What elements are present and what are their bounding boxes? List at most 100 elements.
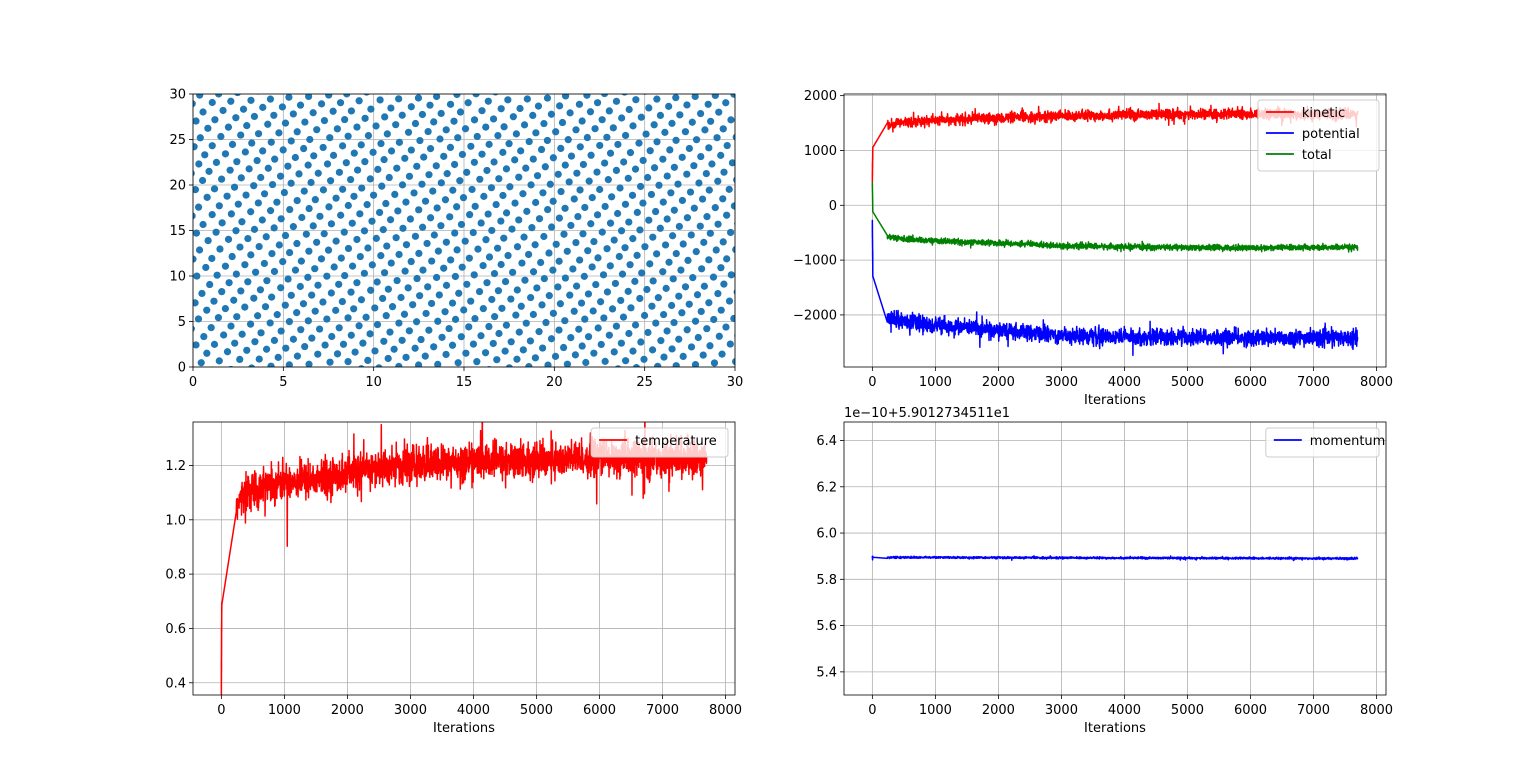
scatter-point	[672, 94, 680, 102]
scatter-point	[725, 297, 734, 305]
scatter-point	[552, 240, 560, 248]
scatter-point	[239, 105, 248, 113]
scatter-point	[355, 97, 363, 105]
scatter-point	[555, 257, 563, 265]
scatter-point	[631, 277, 639, 285]
scatter-point	[411, 344, 419, 352]
scatter-point	[261, 303, 270, 311]
scatter-point	[413, 274, 421, 283]
scatter-point	[372, 234, 380, 242]
scatter-point	[727, 116, 735, 124]
scatter-point	[372, 122, 380, 130]
scatter-point	[463, 168, 471, 176]
scatter-point	[485, 253, 494, 261]
x-axis-label: Iterations	[433, 721, 495, 736]
scatter-point	[242, 191, 250, 199]
scatter-point	[494, 131, 502, 140]
scatter-point	[694, 333, 702, 342]
x-axis-label: Iterations	[1084, 393, 1146, 408]
scatter-point	[221, 262, 230, 270]
scatter-point	[428, 257, 436, 265]
scatter-point	[663, 215, 671, 223]
scatter-point	[515, 173, 523, 181]
scatter-point	[454, 359, 462, 367]
scatter-point	[310, 152, 318, 160]
scatter-point	[626, 261, 634, 269]
scatter-point	[250, 225, 259, 233]
scatter-point	[621, 357, 630, 365]
scatter-point	[219, 106, 227, 115]
scatter-point	[566, 291, 574, 299]
x-tick-label: 1000	[919, 703, 952, 718]
x-tick-label: 0	[189, 375, 197, 390]
scatter-point	[592, 280, 600, 289]
x-tick-label: 0	[217, 703, 225, 718]
scatter-point	[539, 344, 547, 352]
scatter-point	[666, 146, 674, 154]
scatter-point	[327, 220, 336, 228]
scatter-point	[418, 110, 427, 119]
scatter-point	[285, 94, 293, 101]
scatter-point	[470, 271, 478, 279]
scatter-point	[546, 180, 554, 188]
scatter-point	[670, 163, 678, 171]
scatter-point	[498, 304, 506, 312]
scatter-point	[373, 278, 381, 286]
scatter-point	[717, 306, 725, 314]
scatter-point	[701, 126, 709, 134]
scatter-point	[442, 126, 450, 134]
scatter-point	[421, 197, 430, 205]
scatter-point	[513, 286, 521, 294]
scatter-point	[672, 362, 680, 367]
scatter-point	[325, 203, 333, 211]
scatter-point	[499, 191, 507, 200]
scatter-point	[626, 149, 635, 157]
scatter-point	[543, 94, 552, 102]
scatter-point	[320, 230, 328, 238]
scatter-point	[232, 114, 240, 122]
scatter-point	[516, 104, 524, 113]
scatter-point	[395, 138, 403, 146]
scatter-point	[371, 304, 379, 312]
scatter-point	[337, 211, 345, 219]
scatter-point	[280, 188, 288, 197]
scatter-point	[540, 275, 548, 283]
scatter-point	[263, 277, 271, 285]
scatter-point	[532, 129, 540, 137]
scatter-point	[250, 182, 258, 190]
scatter-point	[270, 111, 278, 119]
scatter-point	[296, 101, 305, 109]
scatter-point	[501, 277, 510, 286]
scatter-point	[361, 114, 369, 122]
scatter-point	[479, 262, 487, 270]
scatter-point	[293, 309, 301, 317]
scatter-point	[484, 97, 492, 105]
scatter-point	[631, 321, 640, 329]
scatter-point	[518, 259, 526, 267]
scatter-point	[726, 228, 735, 237]
scatter-point	[732, 357, 735, 366]
scatter-point	[683, 326, 691, 334]
scatter-point	[215, 357, 223, 365]
scatter-point	[326, 134, 334, 142]
scatter-point	[233, 313, 241, 321]
scatter-point	[299, 300, 308, 308]
scatter-point	[654, 294, 662, 302]
y-tick-label: 6.2	[816, 480, 837, 495]
scatter-point	[362, 313, 370, 321]
scatter-point	[347, 107, 356, 115]
scatter-point	[704, 100, 712, 108]
scatter-point	[367, 286, 375, 294]
scatter-point	[719, 125, 727, 133]
scatter-point	[418, 180, 426, 188]
scatter-point	[554, 283, 562, 291]
scatter-point	[238, 330, 246, 338]
scatter-point	[386, 216, 395, 224]
scatter-point	[411, 119, 420, 128]
scatter-point	[520, 121, 529, 129]
scatter-point	[311, 196, 319, 204]
scatter-point	[207, 324, 215, 332]
scatter-point	[302, 230, 310, 238]
scatter-point	[621, 200, 630, 208]
